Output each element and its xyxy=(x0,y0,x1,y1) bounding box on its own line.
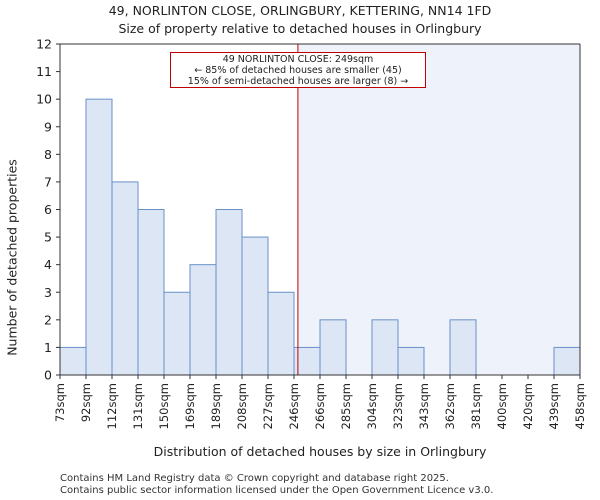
annotation-line3: 15% of semi-detached houses are larger (… xyxy=(187,76,409,87)
y-axis-label: Number of detached properties xyxy=(4,159,20,356)
annotation-line2: ← 85% of detached houses are smaller (45… xyxy=(194,65,402,76)
y-tick-label: 8 xyxy=(44,147,52,162)
x-tick-label: 169sqm xyxy=(183,383,197,429)
histogram-bar xyxy=(163,291,191,376)
y-tick-label: 9 xyxy=(44,119,52,134)
histogram-bar xyxy=(267,291,295,376)
y-tick-label: 0 xyxy=(44,368,52,383)
y-tick-label: 3 xyxy=(44,285,52,300)
x-tick-label: 227sqm xyxy=(261,383,275,429)
property-annotation-box: 49 NORLINTON CLOSE: 249sqm ← 85% of deta… xyxy=(170,52,426,88)
x-axis-label: Distribution of detached houses by size … xyxy=(153,444,487,459)
histogram-bar xyxy=(59,346,87,376)
x-tick-label: 381sqm xyxy=(469,383,483,429)
chart-title-line1: 49, NORLINTON CLOSE, ORLINGBURY, KETTERI… xyxy=(108,3,492,18)
y-tick-label: 2 xyxy=(44,312,52,327)
x-tick-label: 439sqm xyxy=(547,383,561,429)
y-tick-label: 5 xyxy=(44,230,52,245)
histogram-bar xyxy=(85,98,113,376)
x-tick-label: 458sqm xyxy=(573,383,587,429)
y-tick-label: 1 xyxy=(44,340,52,355)
y-tick-label: 7 xyxy=(44,174,52,189)
x-tick-label: 73sqm xyxy=(53,383,67,422)
x-tick-label: 92sqm xyxy=(79,383,93,422)
x-tick-label: 323sqm xyxy=(391,383,405,429)
histogram-bar xyxy=(241,236,269,376)
x-tick-label: 266sqm xyxy=(313,383,327,429)
y-tick-label: 11 xyxy=(36,64,52,79)
histogram-bar xyxy=(371,319,399,376)
chart-title-line2: Size of property relative to detached ho… xyxy=(118,21,482,36)
y-tick-label: 6 xyxy=(44,202,52,217)
x-tick-label: 400sqm xyxy=(495,383,509,429)
x-tick-label: 420sqm xyxy=(521,383,535,429)
x-tick-label: 246sqm xyxy=(287,383,301,429)
x-tick-label: 131sqm xyxy=(131,383,145,429)
x-tick-label: 208sqm xyxy=(235,383,249,429)
footer-line2: Contains public sector information licen… xyxy=(60,485,494,496)
histogram-bar xyxy=(553,346,581,376)
y-tick-label: 4 xyxy=(44,257,52,272)
histogram-bar xyxy=(397,346,425,376)
x-tick-label: 189sqm xyxy=(209,383,223,429)
histogram-bar xyxy=(137,209,165,376)
x-tick-label: 362sqm xyxy=(443,383,457,429)
histogram-bar xyxy=(111,181,139,376)
y-tick-label: 12 xyxy=(36,37,52,52)
x-tick-label: 343sqm xyxy=(417,383,431,429)
footer-line1: Contains HM Land Registry data © Crown c… xyxy=(60,473,449,484)
x-tick-label: 112sqm xyxy=(105,383,119,429)
histogram-bar xyxy=(215,209,243,376)
histogram-bar xyxy=(189,264,217,376)
x-tick-label: 150sqm xyxy=(157,383,171,429)
x-tick-label: 285sqm xyxy=(339,383,353,429)
x-tick-label: 304sqm xyxy=(365,383,379,429)
annotation-line1: 49 NORLINTON CLOSE: 249sqm xyxy=(222,54,374,65)
histogram-bar xyxy=(319,319,347,376)
histogram-bar xyxy=(449,319,477,376)
y-tick-label: 10 xyxy=(36,92,52,107)
